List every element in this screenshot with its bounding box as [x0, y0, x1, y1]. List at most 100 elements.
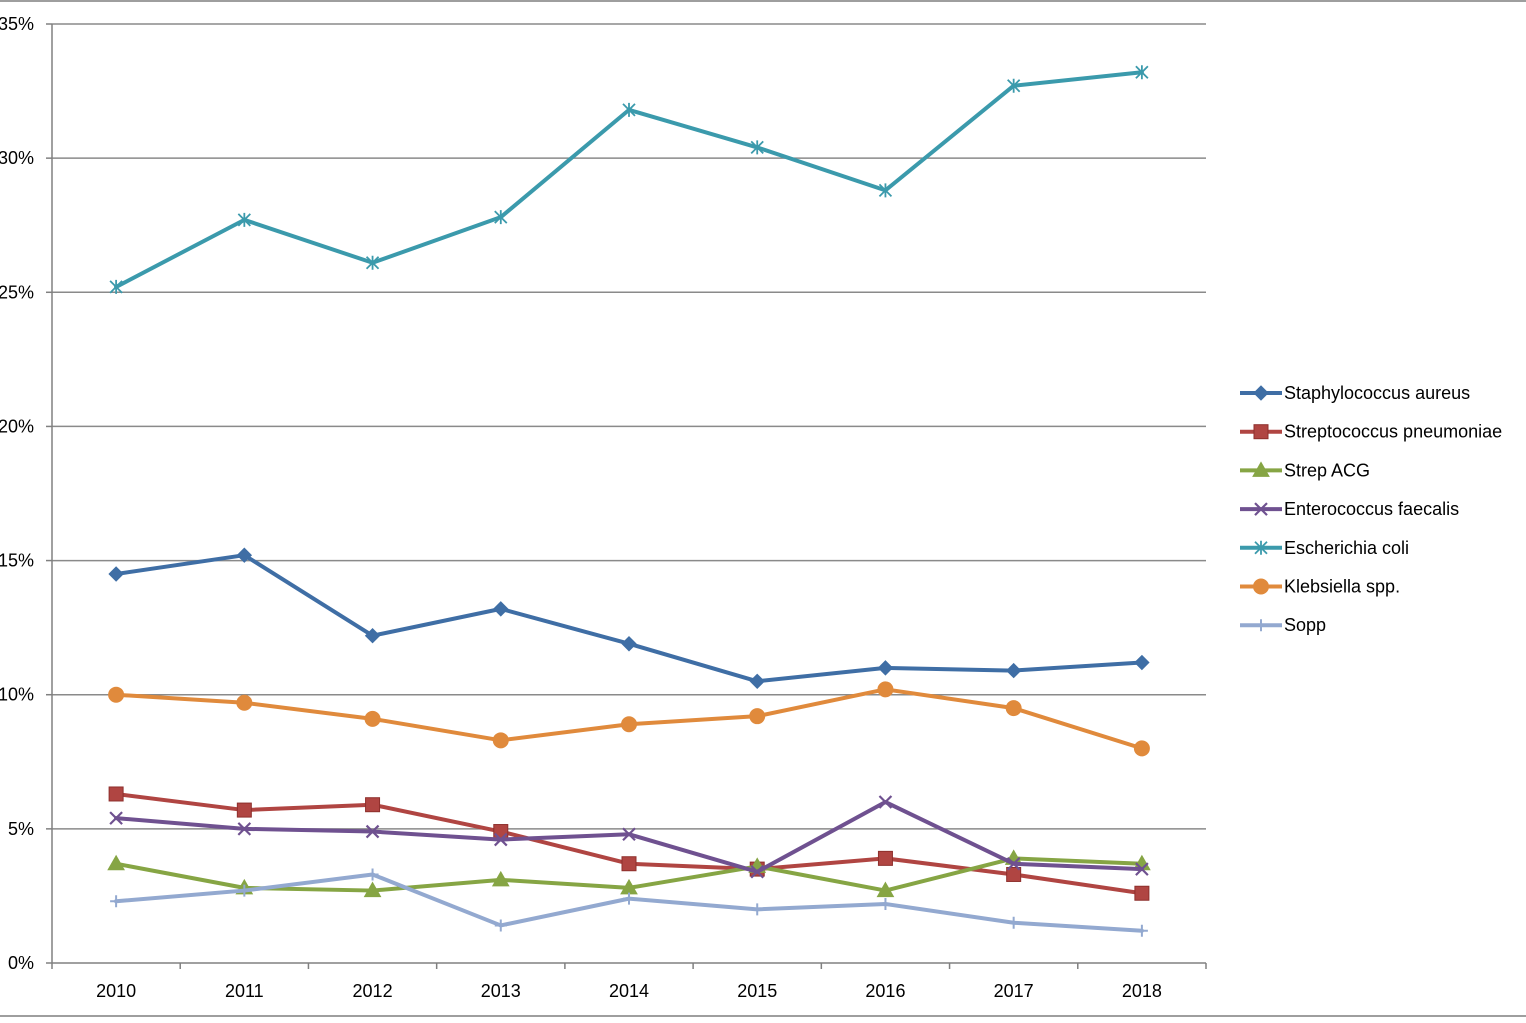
data-point [1005, 700, 1022, 717]
x-tick-label: 2015 [737, 981, 777, 1001]
data-point [364, 627, 381, 644]
data-point [491, 870, 510, 887]
data-point [1134, 654, 1150, 671]
data-point [236, 694, 253, 711]
data-point [877, 681, 894, 698]
data-point [623, 892, 635, 905]
data-point [1005, 662, 1022, 679]
series-group [109, 65, 1149, 294]
series-group [108, 681, 1150, 757]
legend-marker [1253, 424, 1269, 440]
legend-marker [1253, 578, 1269, 595]
legend-marker [1254, 502, 1268, 516]
series-group [109, 795, 1149, 879]
data-point [110, 895, 123, 908]
data-point [365, 797, 381, 813]
x-tick-label: 2017 [994, 981, 1034, 1001]
legend-label: Escherichia coli [1284, 538, 1409, 558]
data-point [363, 881, 382, 898]
data-point [750, 865, 764, 879]
x-tick-label: 2010 [96, 981, 136, 1001]
data-point [365, 255, 380, 270]
data-point [876, 881, 895, 898]
data-point [1006, 856, 1021, 871]
data-point [877, 660, 894, 676]
data-point [749, 673, 765, 690]
data-point [237, 212, 251, 227]
y-tick-label: 5% [8, 819, 34, 839]
data-point [750, 140, 764, 155]
data-point [494, 210, 508, 225]
data-point [1007, 916, 1020, 929]
data-point [108, 566, 124, 582]
legend-marker [1254, 540, 1268, 555]
axes: 0% 5% 10% 15% 20% 25% 30% 35% 2010 2011 2012 2013 20… [0, 14, 1207, 1001]
x-tick-label: 2011 [225, 981, 264, 1001]
data-point [365, 824, 380, 839]
legend-item: Enterococcus faecalis [1240, 499, 1459, 519]
data-point [236, 547, 253, 563]
x-tick-label: 2016 [865, 981, 905, 1001]
data-point [622, 827, 636, 842]
x-tick-label: 2013 [481, 981, 521, 1001]
data-point [621, 716, 637, 733]
legend-item: Sopp [1240, 615, 1326, 635]
series-group [108, 547, 1150, 690]
data-point [493, 601, 509, 617]
legend: Staphylococcus aureus Streptococcus pneum… [1240, 383, 1502, 635]
data-point [494, 832, 508, 847]
data-point [1007, 78, 1021, 93]
data-point [364, 710, 381, 727]
legend-marker [1255, 619, 1267, 632]
legend-label: Sopp [1284, 615, 1326, 635]
data-point [108, 686, 125, 703]
series-group [110, 868, 1148, 937]
data-point [621, 636, 637, 652]
x-tick-label: 2012 [353, 981, 393, 1001]
legend-label: Klebsiella spp. [1284, 577, 1400, 597]
legend-item: Klebsiella spp. [1240, 577, 1400, 597]
data-point [236, 802, 252, 818]
legend-label: Staphylococcus aureus [1284, 383, 1470, 403]
y-tick-label: 10% [0, 685, 34, 705]
data-point [878, 795, 893, 809]
y-tick-label: 20% [0, 416, 34, 436]
data-point [107, 854, 125, 871]
y-tick-label: 15% [0, 551, 34, 571]
y-tick-label: 25% [0, 282, 34, 302]
legend-item: Streptococcus pneumoniae [1240, 422, 1502, 442]
x-tick-label: 2018 [1122, 981, 1162, 1001]
y-tick-label: 30% [0, 148, 34, 168]
data-point [879, 897, 892, 910]
data-point [1135, 924, 1148, 937]
data-point [492, 732, 509, 749]
y-tick-label: 35% [0, 14, 34, 34]
data-point [1133, 740, 1150, 757]
legend-label: Streptococcus pneumoniae [1284, 422, 1502, 442]
data-point [1135, 65, 1149, 80]
data-point [108, 786, 124, 802]
data-point [109, 279, 123, 294]
data-point [494, 919, 507, 932]
data-point [1135, 862, 1149, 876]
data-point [1006, 866, 1022, 882]
data-point [493, 824, 509, 840]
legend-item: Staphylococcus aureus [1240, 383, 1470, 403]
data-point [1134, 885, 1150, 901]
y-tick-label: 0% [8, 953, 34, 973]
series-lines [107, 65, 1151, 937]
legend-marker [1253, 385, 1269, 401]
data-point [238, 884, 251, 897]
data-point [366, 868, 379, 881]
data-point [621, 856, 637, 872]
legend-item: Escherichia coli [1240, 538, 1409, 558]
data-point [877, 850, 893, 866]
legend-label: Strep ACG [1284, 460, 1370, 480]
series-line [114, 553, 1144, 684]
data-point [622, 102, 636, 117]
series-line [114, 791, 1144, 896]
x-tick-label: 2014 [609, 981, 649, 1001]
data-point [749, 708, 766, 725]
